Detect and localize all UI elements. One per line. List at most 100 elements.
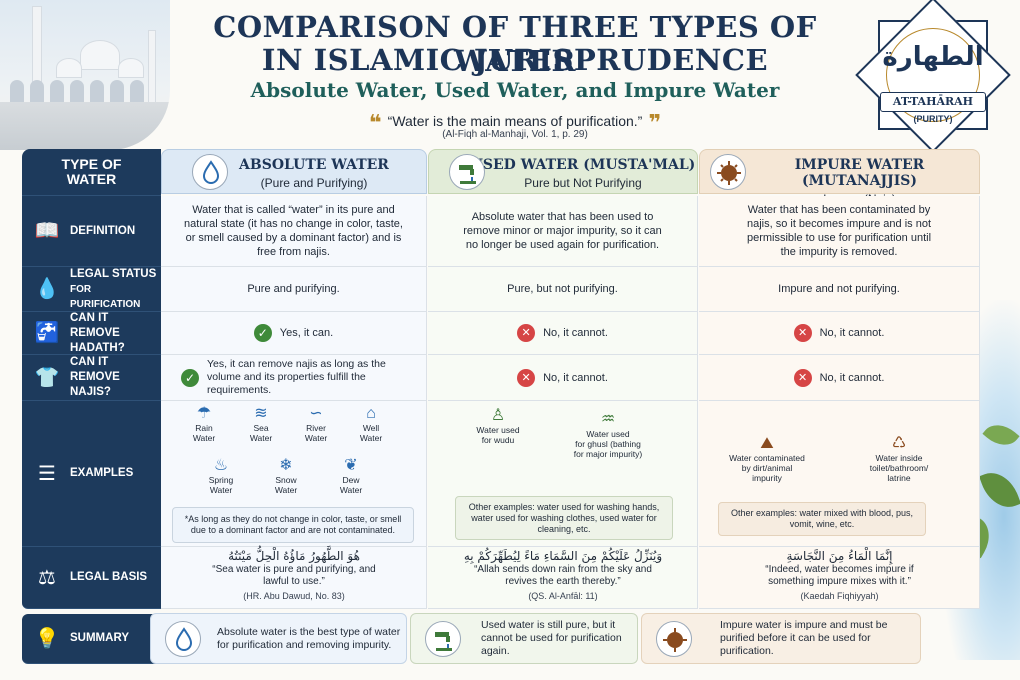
badge-sublabel: (PURITY) <box>913 114 953 124</box>
legal-basis-impure: إِنَّمَا الْمَاءُ مِنَ النَّجَاسَةِ “Ind… <box>765 549 914 601</box>
taharah-badge: الطهارة AT-TAHĀRAH (PURITY) <box>855 0 1011 153</box>
checklist-icon: ☰ <box>38 462 56 485</box>
river-icon: ∽ <box>309 405 323 422</box>
shirt-icon: 👕 <box>34 366 60 389</box>
example-label: impurity <box>752 473 782 483</box>
column-header-absolute: ABSOLUTE WATER (Pure and Purifying) <box>161 149 427 194</box>
legal-status-absolute: Pure and purifying. <box>161 267 427 312</box>
example-item: ♺ Water inside toilet/bathroom/latrine <box>854 435 944 483</box>
example-label: for major impurity) <box>573 449 643 459</box>
legal-status-used: Pure, but not purifying. <box>428 267 698 312</box>
legal-basis-impure-cell <box>699 547 980 609</box>
example-label: for ghusl (bathing <box>575 439 641 449</box>
check-icon: ✓ <box>181 368 199 387</box>
spring-icon: ♨ <box>213 457 229 474</box>
example-label: Spring <box>208 475 234 485</box>
cross-icon: ✕ <box>517 368 536 387</box>
water-drop-icon <box>165 621 201 657</box>
example-label: Water <box>192 433 216 443</box>
example-label: Water inside <box>875 453 923 463</box>
bathtub-icon: ♒ <box>600 411 616 428</box>
cross-icon: ✕ <box>517 324 536 342</box>
absolute-examples-note: *As long as they do not change in color,… <box>172 507 414 543</box>
row-label-legal-basis: ⚖ LEGAL BASIS <box>22 547 161 609</box>
legal-status-impure: Impure and not purifying. <box>699 267 980 312</box>
quote-source: (Al-Fiqh al-Manhaji, Vol. 1, p. 29) <box>442 129 588 140</box>
used-examples-note: Other examples: water used for washing h… <box>455 496 673 540</box>
example-label: Water <box>304 433 328 443</box>
rain-cloud-icon: ☂ <box>196 405 212 422</box>
page-subtitle: Absolute Water, Used Water, and Impure W… <box>250 78 780 102</box>
example-item: ❦ Dew Water <box>326 457 376 495</box>
summary-impure: Impure water is impure and must be purif… <box>641 613 921 664</box>
germ-icon <box>710 154 746 190</box>
summary-used: Used water is still pure, but it cannot … <box>410 613 638 664</box>
person-wudu-icon: ♙ <box>490 407 506 424</box>
example-label: Sea <box>253 423 269 433</box>
example-item: ⌂ Well Water <box>346 405 396 443</box>
tap-icon: 🚰 <box>34 322 60 344</box>
hadath-absolute: ✓ Yes, it can. <box>161 312 427 355</box>
check-icon: ✓ <box>253 324 272 342</box>
example-label: Water <box>359 433 383 443</box>
open-quote-icon: ❝ <box>368 110 382 135</box>
example-label: Rain <box>195 423 213 433</box>
column-header-impure: IMPURE WATER (MUTANAJJIS) Impure (Najs) <box>699 149 980 206</box>
used-examples-grid: ♙ Water used for wudu ♒ Water used for ghusl … <box>428 405 698 490</box>
close-quote-icon: ❞ <box>648 110 662 135</box>
hadath-used: ✕ No, it cannot. <box>428 312 698 355</box>
absolute-examples-grid: ☂ Rain Water ≋ Sea Water ∽ River Water ⌂ Well Water… <box>161 405 427 495</box>
scales-icon: ⚖ <box>38 566 56 589</box>
well-icon: ⌂ <box>366 405 376 422</box>
badge-label: AT-TAHĀRAH <box>880 92 986 112</box>
cross-icon: ✕ <box>793 368 812 387</box>
example-label: by dirt/animal <box>741 463 793 473</box>
impure-examples-grid: ⛰ Water contaminated by dirt/animal impurit… <box>699 405 980 490</box>
example-label: Snow <box>275 475 297 485</box>
tap-water-icon <box>449 154 485 190</box>
definition-impure: Water that has been contaminated by naji… <box>699 196 980 267</box>
example-label: Water used <box>586 429 630 439</box>
corner-label: TYPE OF WATER <box>22 149 161 196</box>
row-label-summary: 💡 SUMMARY <box>22 614 161 664</box>
germ-icon <box>656 621 692 657</box>
example-label: for wudu <box>481 435 515 445</box>
wave-icon: ≋ <box>254 405 268 422</box>
definition-absolute: Water that is called “water” in its pure… <box>161 196 427 267</box>
dirt-pile-icon: ⛰ <box>760 435 774 452</box>
example-label: Well <box>362 423 380 433</box>
quote-text: “Water is the main means of purification… <box>387 113 643 129</box>
water-drop-icon <box>192 154 228 190</box>
page-title-line2: IN ISLAMIC JURISPRUDENCE <box>261 43 769 77</box>
example-label: Water <box>249 433 273 443</box>
example-label: Water used <box>476 425 520 435</box>
cross-icon: ✕ <box>793 324 812 342</box>
row-label-examples: ☰ EXAMPLES <box>22 401 161 547</box>
example-label: Dew <box>342 475 360 485</box>
legal-basis-used: وَيُنَزِّلُ عَلَيْكُمْ مِنَ السَّمَاءِ م… <box>463 549 663 601</box>
summary-absolute: Absolute water is the best type of water… <box>150 613 407 664</box>
example-item: ♨ Spring Water <box>196 457 246 495</box>
legal-basis-used-cell <box>428 547 698 609</box>
example-item: ≋ Sea Water <box>236 405 286 443</box>
column-header-used: USED WATER (MUSTA'MAL) Pure but Not Puri… <box>428 149 698 194</box>
example-item: ∽ River Water <box>291 405 341 443</box>
row-label-definition: 📖 DEFINITION <box>22 196 161 267</box>
example-label: Water <box>274 485 298 495</box>
snowflake-icon: ❄ <box>279 457 293 474</box>
example-label: Water contaminated <box>729 453 805 463</box>
example-item: ❄ Snow Water <box>261 457 311 495</box>
example-label: Water <box>339 485 363 495</box>
quote: ❝ “Water is the main means of purificatio… <box>165 110 865 136</box>
tap-water-icon <box>425 621 461 657</box>
najis-absolute: ✓ Yes, it can remove najis as long as the… <box>161 355 427 401</box>
legal-basis-absolute: هُوَ الطَّهُورُ مَاؤُهُ الْحِلُّ مَيْتَت… <box>212 549 376 601</box>
page-title-line1: COMPARISON OF THREE TYPES OF WATER <box>213 10 817 78</box>
book-icon: 📖 <box>34 220 60 242</box>
row-label-legal-status: 💧 LEGAL STATUS FOR PURIFICATION <box>22 267 161 312</box>
leaf-icon: ❦ <box>344 457 358 474</box>
water-drop-icon: 💧 <box>34 278 60 300</box>
example-label: River <box>306 423 326 433</box>
row-label-remove-hadath: 🚰 CAN IT REMOVE HADATH? <box>22 312 161 355</box>
impure-examples-note: Other examples: water mixed with blood, … <box>718 502 926 536</box>
